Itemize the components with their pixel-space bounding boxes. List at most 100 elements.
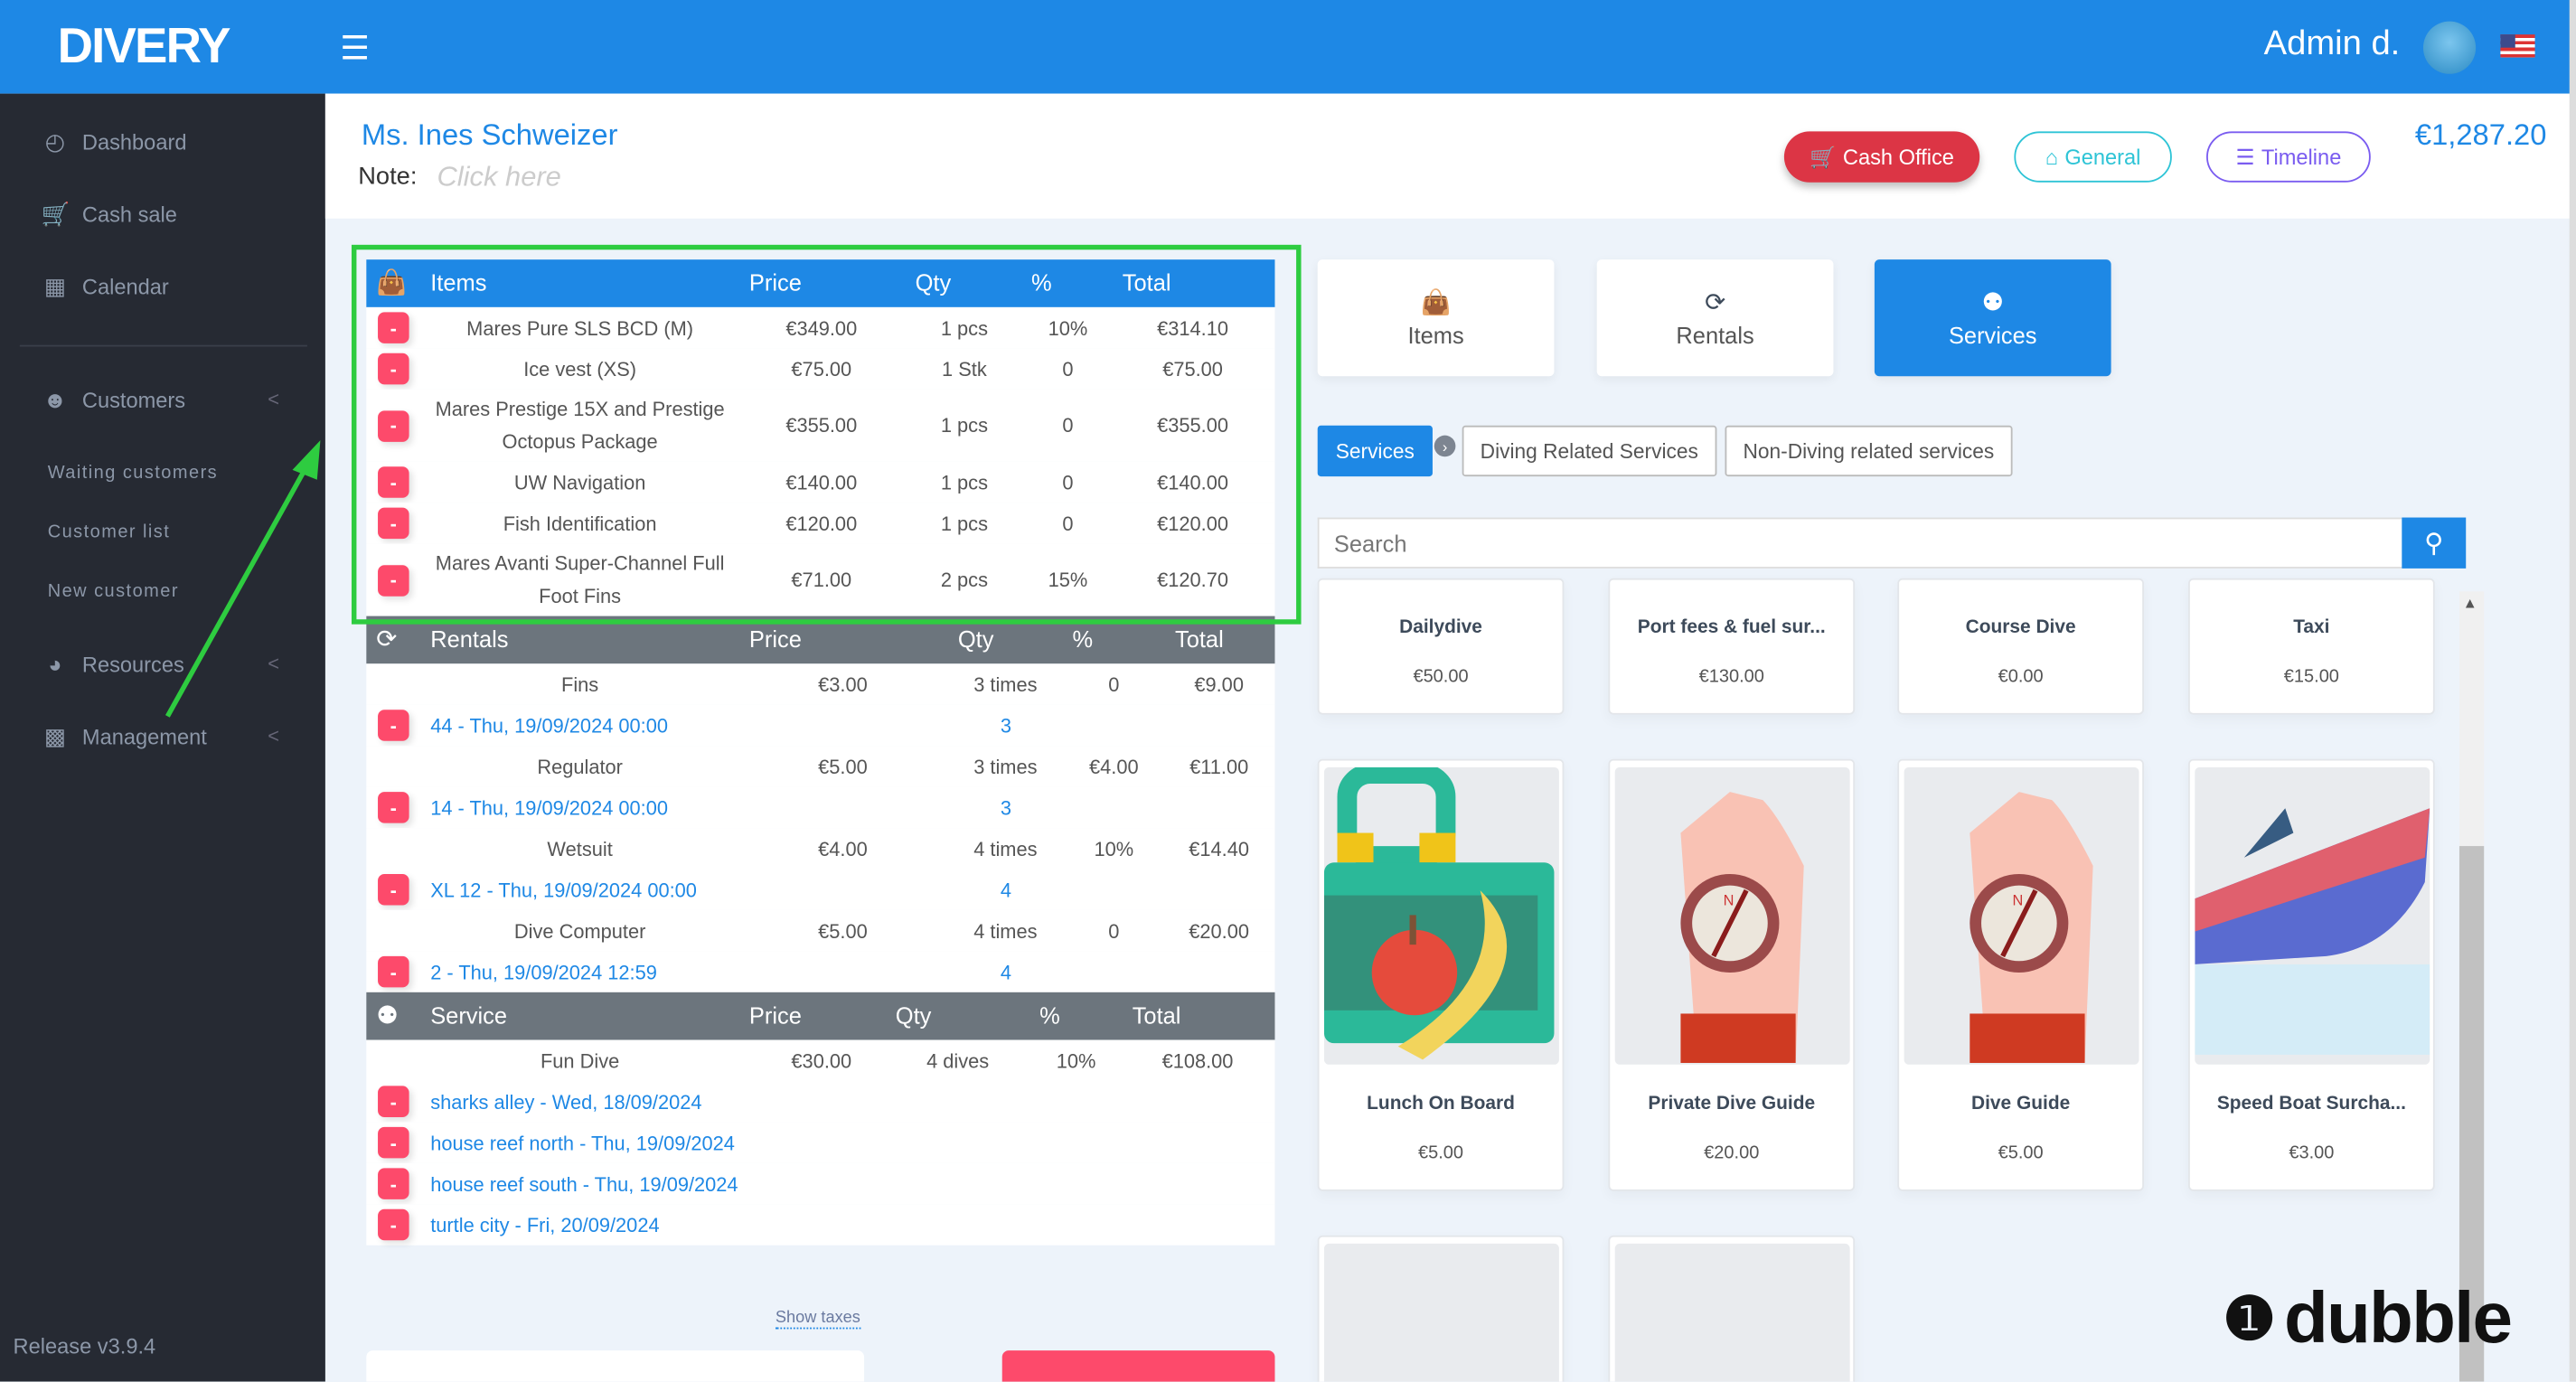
sidebar-item-dashboard[interactable]: ◴ Dashboard (41, 127, 187, 156)
booking-link[interactable]: turtle city - Fri, 20/09/2024 (430, 1213, 660, 1236)
remove-button[interactable]: - (378, 955, 409, 988)
column-header: % (1031, 269, 1052, 296)
product-card[interactable]: Dailydive €50.00 (1317, 578, 1565, 715)
remove-button[interactable]: - (378, 1168, 409, 1199)
note-input[interactable]: Click here (437, 161, 561, 193)
product-card[interactable]: Port fees & fuel sur... €130.00 (1608, 578, 1856, 715)
remove-button[interactable]: - (378, 873, 409, 906)
booking-link[interactable]: 2 - Thu, 19/09/2024 12:59 (430, 960, 657, 983)
avatar[interactable] (2422, 21, 2477, 74)
cart-line: Fun Dive €30.00 4 dives 10% €108.00 (366, 1039, 1275, 1081)
cart-line: - Mares Avanti Super-Channel Full Foot Fi… (366, 543, 1275, 616)
customer-name[interactable]: Ms. Ines Schweizer (361, 118, 618, 152)
scrollbar-thumb[interactable] (2458, 846, 2485, 1382)
customers-icon: ☻ (42, 386, 68, 413)
release-version: Release v3.9.4 (13, 1333, 156, 1359)
column-header: Qty (915, 269, 952, 296)
top-navbar (0, 0, 2576, 94)
booking-link[interactable]: house reef south - Thu, 19/09/2024 (430, 1171, 738, 1196)
cell-total: €120.00 (1157, 512, 1228, 535)
cell-qty: 4 times (973, 918, 1038, 943)
page-scrollbar[interactable] (2569, 0, 2576, 1382)
tile-services[interactable]: ⚉ Services (1874, 259, 2111, 377)
remove-button[interactable]: - (378, 353, 409, 385)
boat-image (2195, 766, 2430, 1065)
remove-button[interactable]: - (378, 1086, 409, 1117)
booking-link[interactable]: XL 12 - Thu, 19/09/2024 00:00 (430, 878, 697, 901)
booking-qty: 3 (1000, 795, 1012, 820)
product-card[interactable] (1317, 1235, 1565, 1382)
product-card[interactable]: Taxi €15.00 (2188, 578, 2435, 715)
product-card[interactable]: Course Dive €0.00 (1897, 578, 2144, 715)
chevron-left-icon[interactable]: < (268, 652, 280, 676)
sidebar-sub-customer-list[interactable]: Customer list (47, 522, 171, 542)
section-header-items: 👜 Items Price Qty% Total (366, 259, 1275, 307)
chevron-right-icon: › (1434, 435, 1456, 457)
sidebar-item-management[interactable]: ▩ Management (41, 723, 207, 751)
remove-button[interactable]: - (378, 1126, 409, 1159)
category-diving-related[interactable]: Diving Related Services (1462, 425, 1716, 477)
product-card[interactable]: N Private Dive Guide €20.00 (1608, 758, 1856, 1191)
search-input[interactable]: Search (1317, 517, 2402, 569)
remove-button[interactable]: - (378, 409, 409, 442)
home-icon: ⌂ (2045, 144, 2059, 170)
remove-button[interactable]: - (378, 710, 409, 741)
product-name: Taxi (2293, 617, 2330, 638)
sidebar-sub-new-customer[interactable]: New customer (47, 581, 179, 602)
booking-link[interactable]: house reef north - Thu, 19/09/2024 (430, 1131, 735, 1154)
cell-total: €355.00 (1157, 414, 1228, 437)
sidebar-sub-waiting-customers[interactable]: Waiting customers (47, 463, 219, 484)
column-header: Total (1174, 625, 1224, 653)
divery-logo[interactable]: DIVERY (57, 19, 231, 74)
cell-qty: 1 pcs (940, 512, 989, 535)
sidebar-item-resources[interactable]: ◕ Resources (41, 651, 184, 677)
tile-items[interactable]: 👜 Items (1317, 259, 1555, 377)
cart-line: - Mares Prestige 15X and Prestige Octopus… (366, 389, 1275, 462)
search-icon[interactable]: ⚲ (2402, 517, 2467, 569)
us-flag-icon[interactable] (2500, 34, 2535, 58)
remove-button[interactable]: - (378, 564, 409, 596)
show-taxes-link[interactable]: Show taxes (775, 1309, 860, 1330)
product-price: €3.00 (2289, 1143, 2335, 1163)
hamburger-icon[interactable]: ☰ (340, 31, 370, 68)
scroll-up-icon[interactable]: ▲ (2462, 594, 2477, 612)
cell-name: Fun Dive (540, 1048, 620, 1072)
tile-rentals[interactable]: ⟳ Rentals (1596, 259, 1834, 377)
cell-name: Fish Identification (503, 512, 657, 535)
sidebar-item-customers[interactable]: ☻ Customers (41, 386, 185, 412)
product-card[interactable] (1608, 1235, 1856, 1382)
sidebar-item-label: Customers (81, 387, 186, 412)
sidebar-item-label: Dashboard (81, 129, 187, 155)
booking-link[interactable]: 14 - Thu, 19/09/2024 00:00 (430, 795, 668, 820)
sidebar-item-cash-sale[interactable]: 🛒 Cash sale (41, 201, 177, 229)
remove-button[interactable]: - (378, 466, 409, 498)
cash-office-button[interactable]: 🛒 Cash Office (1783, 131, 1980, 183)
remove-button[interactable]: - (378, 507, 409, 540)
sidebar-divider (19, 344, 307, 347)
category-non-diving[interactable]: Non-Diving related services (1725, 425, 2013, 477)
remove-button[interactable]: - (378, 312, 409, 343)
chevron-left-icon[interactable]: < (268, 387, 280, 411)
column-header: Qty (957, 625, 994, 653)
general-button[interactable]: ⌂ General (2014, 131, 2172, 183)
section-user-icon: ⚉ (376, 1001, 399, 1030)
cell-total: €120.70 (1157, 568, 1228, 592)
product-card[interactable]: Lunch On Board €5.00 (1317, 758, 1565, 1191)
dashboard-icon: ◴ (44, 127, 65, 155)
cell-name: Regulator (537, 755, 623, 778)
booking-link[interactable]: sharks alley - Wed, 18/09/2024 (430, 1089, 702, 1114)
category-services[interactable]: Services (1317, 425, 1433, 477)
list-icon: ☰ (2235, 144, 2255, 169)
chevron-left-icon[interactable]: < (268, 724, 280, 748)
product-price: €0.00 (1998, 666, 2044, 687)
pay-button[interactable] (1001, 1350, 1275, 1382)
remove-button[interactable]: - (378, 792, 409, 823)
remove-button[interactable]: - (378, 1208, 409, 1241)
product-card[interactable]: N Dive Guide €5.00 (1897, 758, 2144, 1191)
product-card[interactable]: Speed Boat Surcha... €3.00 (2188, 758, 2435, 1191)
booking-link[interactable]: 44 - Thu, 19/09/2024 00:00 (430, 713, 668, 738)
tile-label: Items (1407, 322, 1464, 349)
sidebar-item-calendar[interactable]: ▦ Calendar (41, 273, 169, 301)
user-name[interactable]: Admin d. (2263, 24, 2401, 63)
timeline-button[interactable]: ☰ Timeline (2206, 131, 2371, 183)
